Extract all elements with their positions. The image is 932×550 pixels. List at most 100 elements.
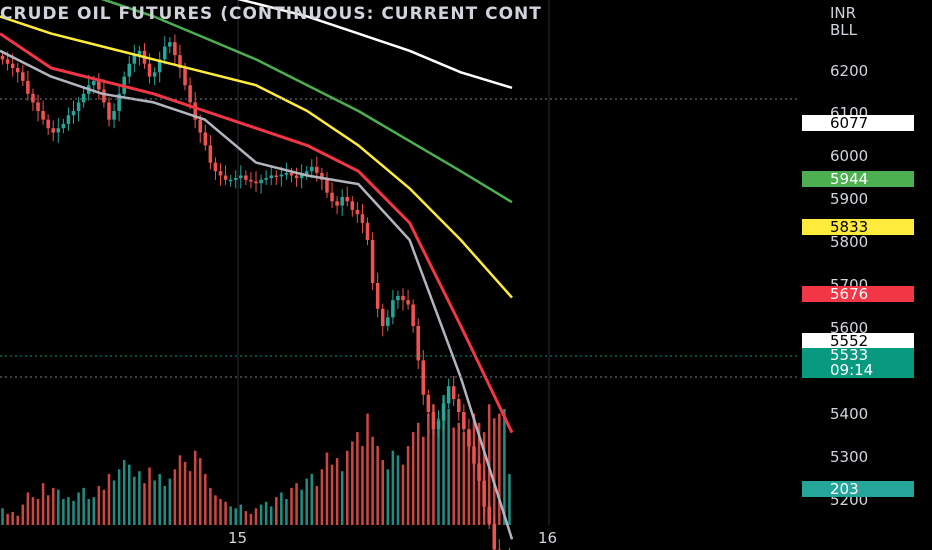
candle-body xyxy=(173,42,177,56)
candle-body xyxy=(330,192,334,202)
volume-bar xyxy=(457,422,461,525)
volume-bar xyxy=(153,480,156,525)
ema-yellow-badge: 5833 xyxy=(802,219,914,235)
volume-bar xyxy=(503,408,506,525)
volume-badge: 203 xyxy=(802,481,914,497)
price-tick-label: 5400 xyxy=(830,405,869,423)
volume-bar xyxy=(16,515,20,525)
ema-white-badge: 6077 xyxy=(802,115,914,131)
volume-bar xyxy=(335,458,339,525)
candle-body xyxy=(5,59,10,64)
candle-body xyxy=(315,166,319,173)
candle-body xyxy=(492,523,497,550)
volume-bar xyxy=(198,458,202,525)
candle-body xyxy=(213,162,218,172)
ema-gray-line xyxy=(0,49,514,540)
candle-body xyxy=(92,80,96,86)
candle-body xyxy=(97,80,101,90)
volume-bar xyxy=(209,487,212,525)
candle-body xyxy=(46,119,50,129)
candle-body xyxy=(127,63,132,77)
volume-bar xyxy=(351,441,354,525)
candle-body xyxy=(76,102,81,111)
candle-body xyxy=(446,386,451,404)
candle-body xyxy=(269,175,273,179)
volume-bar xyxy=(285,499,288,525)
price-tick-label: 5800 xyxy=(830,233,869,251)
candle-body xyxy=(360,214,365,223)
candle-body xyxy=(26,80,30,94)
candle-body xyxy=(436,420,441,430)
volume-bar xyxy=(401,464,405,525)
volume-bar xyxy=(447,408,450,525)
ema-red-badge: 5676 xyxy=(802,286,914,302)
volume-bar xyxy=(163,486,167,525)
candle-body xyxy=(107,102,111,120)
price-tick-label: 5900 xyxy=(830,190,869,208)
volume-bar xyxy=(305,478,308,525)
volume-bar xyxy=(376,446,379,525)
candle-body xyxy=(477,463,481,481)
candle-body xyxy=(462,412,466,430)
candle-body xyxy=(487,506,491,524)
candle-body xyxy=(15,68,20,73)
ema-gray-badge: 5552 xyxy=(802,333,914,349)
volume-bar xyxy=(72,500,75,525)
candle-body xyxy=(472,446,476,464)
volume-bar xyxy=(371,436,374,525)
volume-bar xyxy=(254,508,258,525)
volume-bar xyxy=(280,492,283,525)
candle-body xyxy=(168,42,172,47)
candle-body xyxy=(61,123,66,129)
time-tick-label: 15 xyxy=(228,529,248,547)
candle-body xyxy=(112,111,116,120)
price-tick-label: 6000 xyxy=(830,147,869,165)
candle-body xyxy=(411,304,415,326)
candle-body xyxy=(289,172,294,176)
candle-body xyxy=(451,386,456,400)
candle-body xyxy=(375,283,380,309)
volume-bar xyxy=(234,508,237,525)
currency-label: INR xyxy=(830,4,857,22)
chart-title: CRUDE OIL FUTURES (CONTINUOUS: CURRENT C… xyxy=(0,4,542,24)
candle-body xyxy=(198,119,203,133)
volume-bar xyxy=(193,450,197,525)
volume-bar xyxy=(122,460,126,525)
candle-body xyxy=(71,111,76,116)
candle-body xyxy=(157,59,162,73)
volume-bar xyxy=(330,464,334,525)
candle-body xyxy=(309,166,314,172)
price-tick-label: 6200 xyxy=(830,62,869,80)
candle-body xyxy=(365,222,370,240)
candle-body xyxy=(426,394,431,412)
candle-body xyxy=(467,429,471,447)
volume-bar xyxy=(87,499,90,525)
volume-bar xyxy=(498,413,501,525)
candle-body xyxy=(132,55,137,64)
candle-body xyxy=(41,111,45,120)
candle-body xyxy=(259,179,263,184)
price-tick-label: 5300 xyxy=(830,448,869,466)
volume-bar xyxy=(437,418,440,525)
volume-bar xyxy=(452,427,455,525)
volume-bars xyxy=(1,395,511,525)
candle-body xyxy=(66,115,71,124)
candle-body xyxy=(152,72,157,77)
candle-body xyxy=(193,102,197,120)
candle-body xyxy=(320,172,324,180)
volume-bar xyxy=(508,473,511,525)
volume-bar xyxy=(214,495,217,525)
volume-bar xyxy=(31,497,35,525)
candle-body xyxy=(223,175,228,180)
last-price-badge: 5533 09:14 xyxy=(802,348,914,378)
volume-bar xyxy=(21,504,25,525)
volume-bar xyxy=(467,436,471,525)
volume-bar xyxy=(259,504,263,525)
volume-bar xyxy=(62,499,65,525)
candle-body xyxy=(380,308,385,326)
volume-bar xyxy=(41,483,45,525)
volume-bar xyxy=(46,495,50,525)
candle-body xyxy=(254,181,258,184)
volume-bar xyxy=(361,446,364,525)
